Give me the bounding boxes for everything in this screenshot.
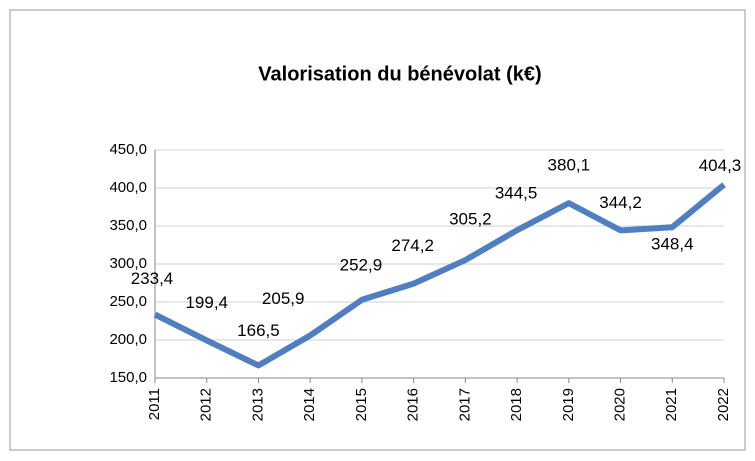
x-tick-label: 2014 bbox=[301, 388, 318, 421]
x-tick-label: 2022 bbox=[715, 388, 732, 421]
data-label: 305,2 bbox=[449, 210, 492, 229]
y-tick-label: 300,0 bbox=[109, 255, 147, 272]
y-tick-label: 150,0 bbox=[109, 369, 147, 386]
data-label: 274,2 bbox=[391, 236, 434, 255]
x-tick-label: 2018 bbox=[508, 388, 525, 421]
x-tick-label: 2019 bbox=[560, 388, 577, 421]
data-label: 252,9 bbox=[340, 255, 383, 274]
data-label: 404,3 bbox=[699, 156, 742, 175]
x-tick-label: 2012 bbox=[198, 388, 215, 421]
data-label: 233,4 bbox=[131, 269, 174, 288]
data-line bbox=[153, 182, 726, 369]
data-label: 344,5 bbox=[495, 184, 538, 203]
x-tick-label: 2015 bbox=[353, 388, 370, 421]
x-tick-label: 2016 bbox=[405, 388, 422, 421]
y-tick-label: 200,0 bbox=[109, 331, 147, 348]
data-label: 380,1 bbox=[548, 156, 591, 175]
y-tick-label: 350,0 bbox=[109, 217, 147, 234]
chart-title: Valorisation du bénévolat (k€) bbox=[258, 63, 541, 85]
data-label: 344,2 bbox=[599, 193, 642, 212]
data-label: 199,4 bbox=[185, 293, 228, 312]
x-tick-label: 2011 bbox=[146, 388, 163, 420]
x-tick-label: 2013 bbox=[249, 388, 266, 421]
x-tick-label: 2021 bbox=[663, 388, 680, 421]
data-label: 205,9 bbox=[262, 289, 305, 308]
x-tick-label: 2020 bbox=[612, 388, 629, 421]
data-label: 348,4 bbox=[651, 235, 694, 254]
y-tick-label: 450,0 bbox=[109, 141, 147, 158]
x-tick-label: 2017 bbox=[456, 388, 473, 421]
data-label: 166,5 bbox=[237, 321, 280, 340]
y-tick-label: 400,0 bbox=[109, 179, 147, 196]
y-tick-label: 250,0 bbox=[109, 293, 147, 310]
